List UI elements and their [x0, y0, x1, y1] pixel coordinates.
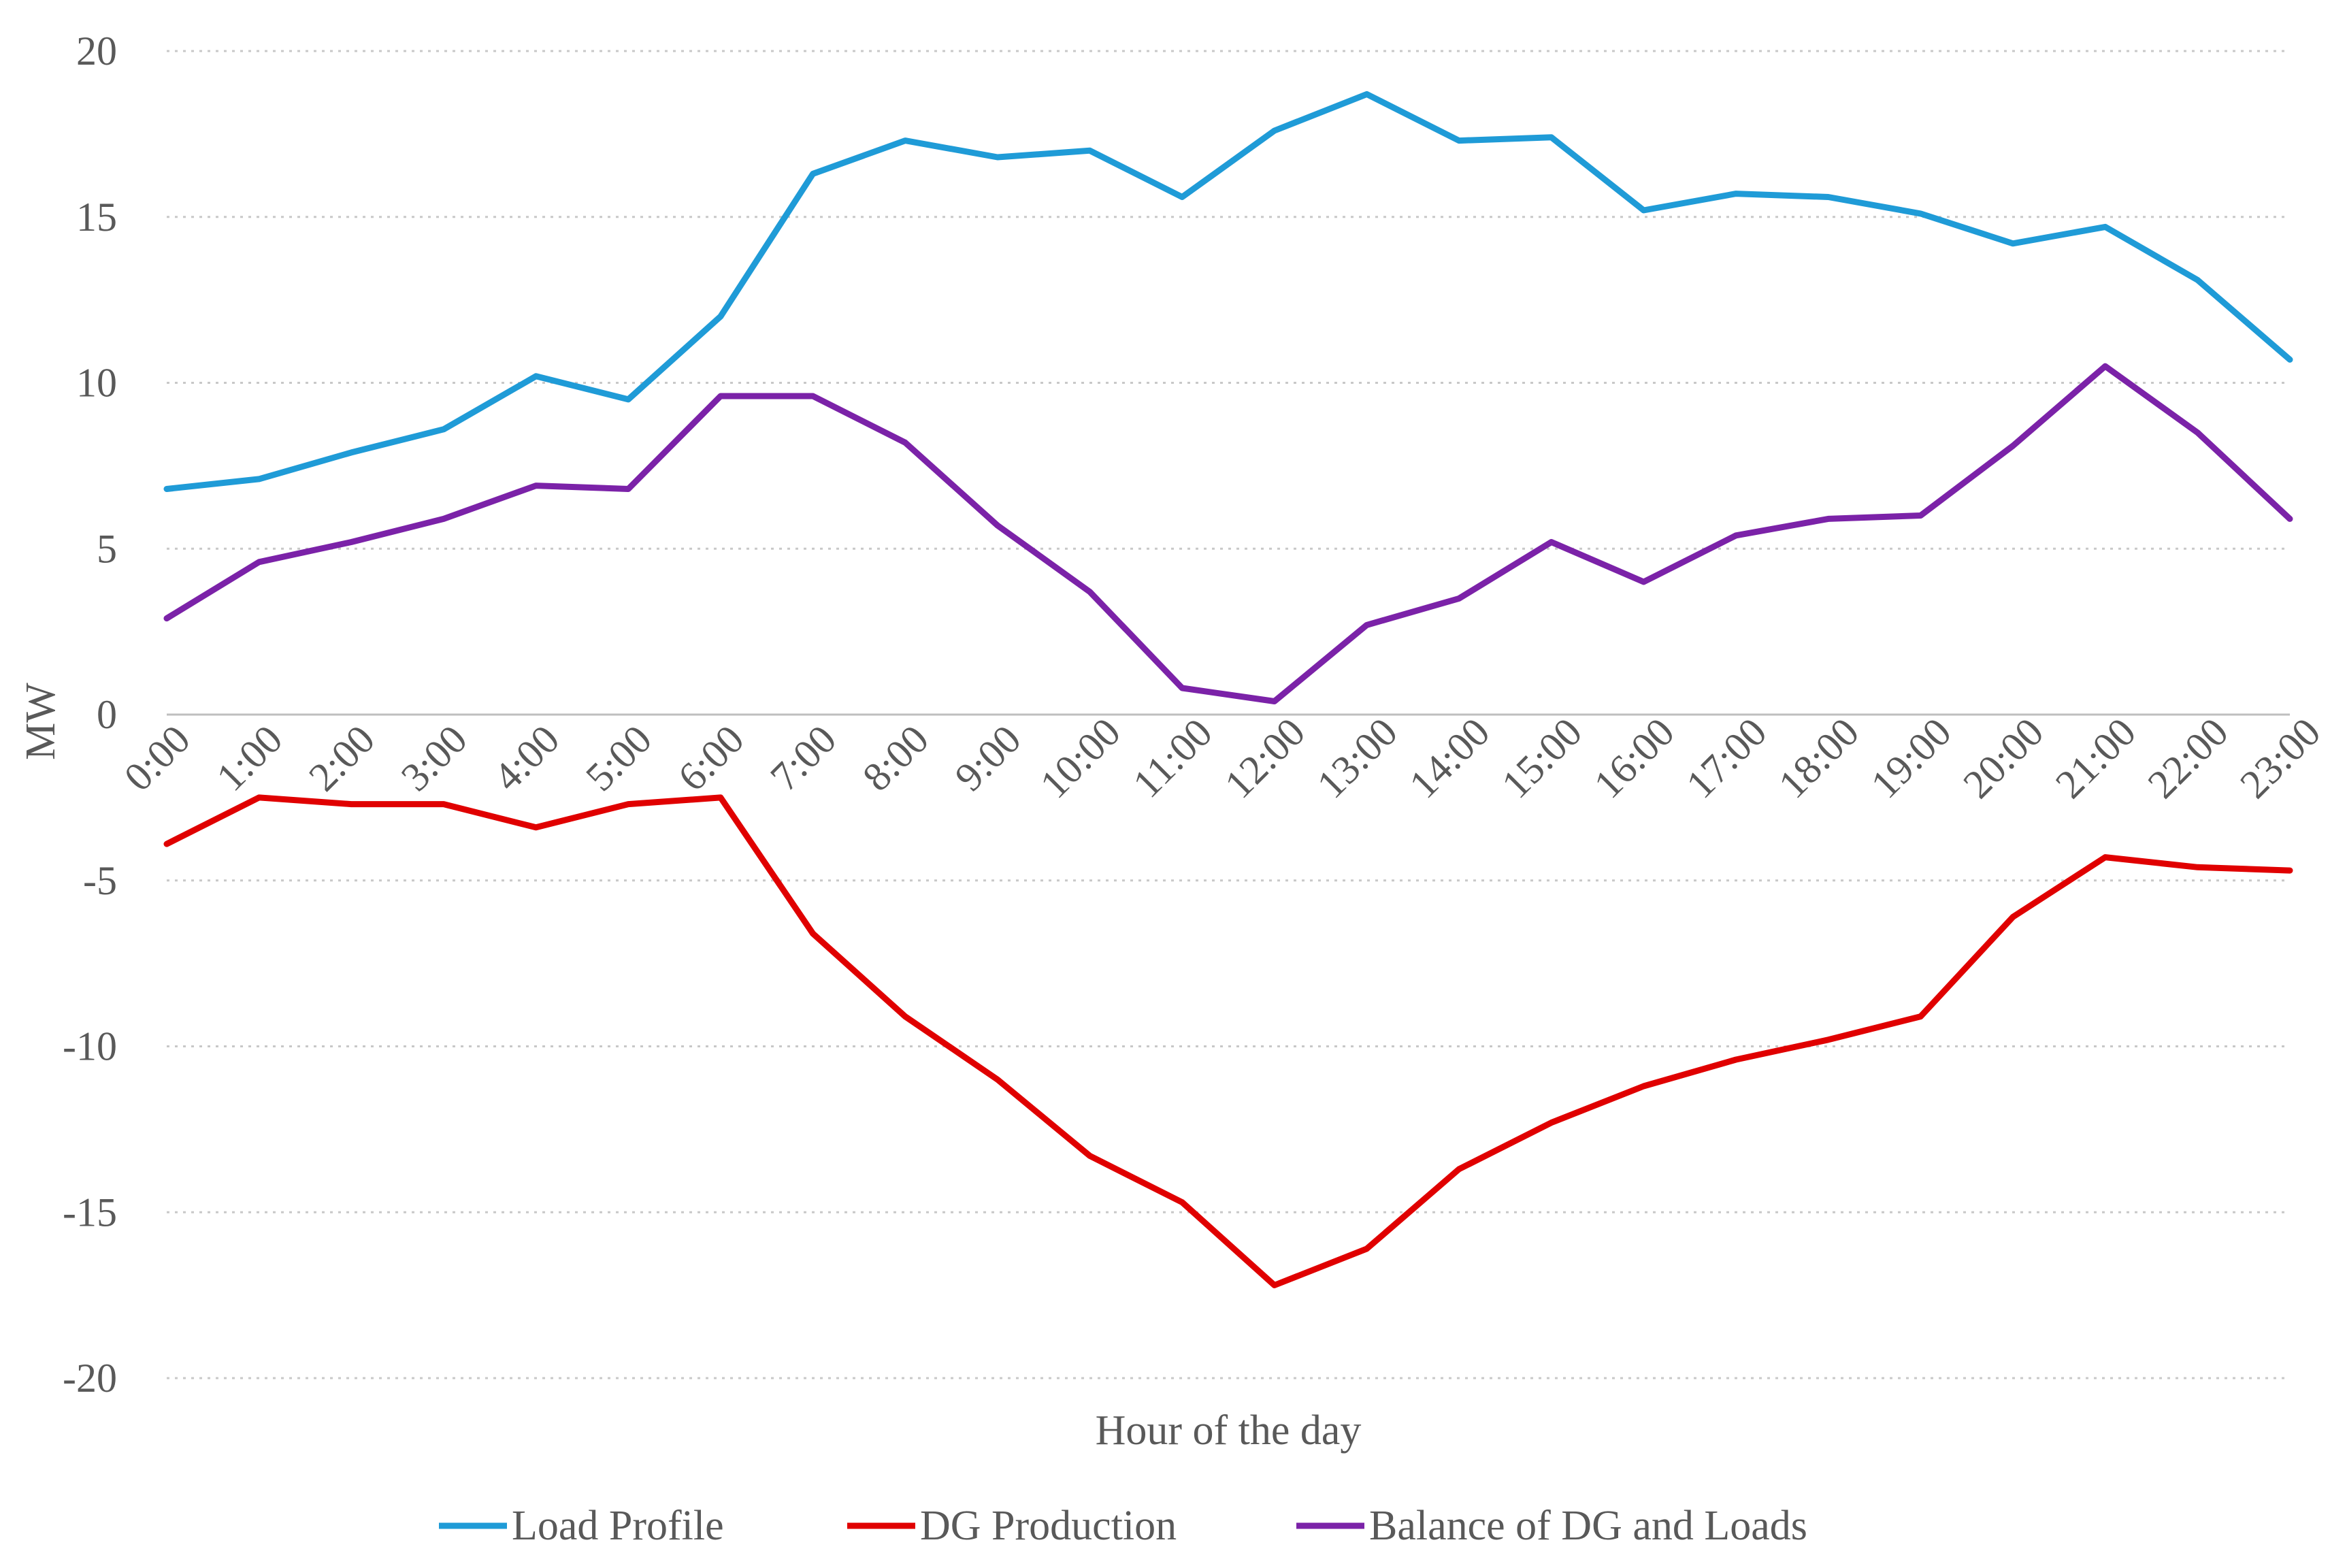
x-tick-label: 16:00 — [1586, 709, 1683, 806]
y-axis-tick-labels: 20 15 10 5 0 -5 -10 -15 -20 — [63, 29, 117, 1401]
x-tick-label: 20:00 — [1954, 709, 2052, 806]
legend-label: DG Production — [920, 1503, 1177, 1549]
legend-item: Load Profile — [439, 1503, 724, 1549]
x-tick-label: 13:00 — [1309, 709, 1406, 806]
x-tick-label: 17:00 — [1677, 709, 1775, 806]
y-tick-label: -20 — [63, 1356, 117, 1401]
y-tick-label: 0 — [97, 692, 117, 737]
x-tick-label: 5:00 — [577, 717, 660, 800]
legend-item: DG Production — [847, 1503, 1177, 1549]
x-tick-label: 15:00 — [1493, 709, 1590, 806]
y-tick-label: -5 — [83, 858, 117, 903]
y-tick-label: 20 — [76, 29, 117, 74]
x-tick-label: 6:00 — [670, 717, 753, 800]
series-line-load-profile — [163, 91, 2293, 492]
x-tick-label: 4:00 — [485, 717, 568, 800]
x-tick-label: 7:00 — [761, 717, 844, 800]
x-axis-title: Hour of the day — [1096, 1407, 1362, 1454]
x-tick-label: 2:00 — [300, 717, 383, 800]
x-tick-label: 3:00 — [393, 717, 476, 800]
legend-item: Balance of DG and Loads — [1296, 1503, 1807, 1549]
y-tick-label: 15 — [76, 195, 117, 240]
x-axis-tick-labels: 0:00 1:00 2:00 3:00 4:00 5:00 6:00 7:00 8:00 9:00… — [116, 709, 2329, 806]
x-tick-label: 23:00 — [2231, 709, 2329, 806]
x-tick-label: 11:00 — [1124, 710, 1221, 806]
x-tick-label: 8:00 — [854, 717, 937, 800]
gridlines — [167, 50, 2290, 1379]
series-line-dg-production — [163, 794, 2293, 1288]
legend-label: Load Profile — [512, 1503, 724, 1549]
series-line-balance-of-dg-and-loads — [163, 363, 2293, 704]
legend: Load Profile DG Production Balance of DG a… — [439, 1503, 1807, 1549]
x-tick-label: 12:00 — [1216, 709, 1313, 806]
y-tick-label: -10 — [63, 1024, 117, 1069]
x-tick-label: 19:00 — [1863, 709, 1960, 806]
legend-label: Balance of DG and Loads — [1369, 1503, 1807, 1549]
y-tick-label: 10 — [76, 361, 117, 406]
x-tick-label: 0:00 — [116, 717, 199, 800]
y-tick-label: -15 — [63, 1190, 117, 1235]
x-tick-label: 18:00 — [1770, 709, 1867, 806]
y-tick-label: 5 — [97, 526, 117, 571]
x-tick-label: 22:00 — [2139, 709, 2237, 806]
y-axis-title: MW — [18, 683, 64, 760]
x-tick-label: 10:00 — [1032, 709, 1129, 806]
series-lines — [163, 91, 2293, 1288]
x-tick-label: 21:00 — [2047, 709, 2144, 806]
x-tick-label: 1:00 — [208, 717, 291, 800]
x-tick-label: 14:00 — [1400, 709, 1498, 806]
x-tick-label: 9:00 — [947, 717, 1030, 800]
